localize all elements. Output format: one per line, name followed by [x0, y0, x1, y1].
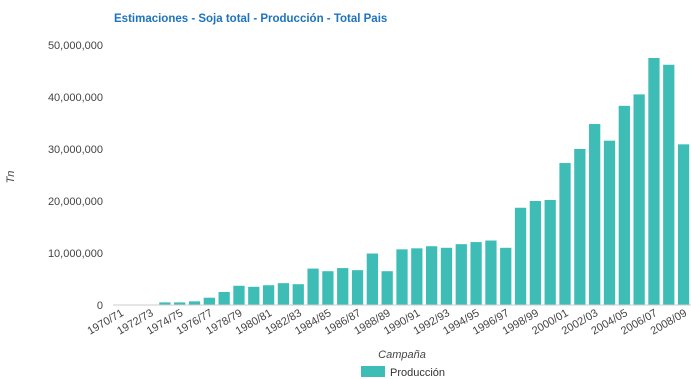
bar[interactable] — [514, 207, 527, 305]
legend-label: Producción — [390, 367, 445, 379]
bar[interactable] — [203, 297, 215, 305]
bar[interactable] — [248, 286, 260, 305]
bar[interactable] — [337, 268, 349, 305]
y-tick-label: 20,000,000 — [48, 196, 103, 208]
bar[interactable] — [633, 94, 645, 306]
bar[interactable] — [544, 199, 556, 305]
y-tick-label: 40,000,000 — [48, 92, 103, 104]
bar[interactable] — [396, 249, 408, 305]
legend[interactable]: Producción — [361, 366, 445, 379]
bar[interactable] — [159, 302, 171, 305]
bar[interactable] — [440, 247, 453, 305]
bar[interactable] — [648, 58, 660, 305]
x-axis-ticks: 1970/711972/731974/751976/771978/791980/… — [85, 307, 689, 337]
bar[interactable] — [574, 149, 586, 305]
bar[interactable] — [559, 163, 571, 305]
bar[interactable] — [366, 253, 378, 305]
y-tick-label: 10,000,000 — [48, 248, 103, 260]
bar[interactable] — [677, 144, 690, 305]
bar[interactable] — [381, 271, 393, 305]
bar[interactable] — [218, 292, 230, 305]
chart-title: Estimaciones - Soja total - Producción -… — [114, 13, 387, 25]
bar[interactable] — [485, 240, 497, 305]
bar[interactable] — [426, 246, 438, 305]
y-tick-label: 0 — [97, 300, 103, 312]
bar[interactable] — [351, 270, 364, 305]
bar[interactable] — [174, 302, 186, 305]
y-tick-label: 30,000,000 — [48, 144, 103, 156]
bar[interactable] — [529, 201, 542, 305]
y-axis-ticks: 0 10,000,000 20,000,000 30,000,000 40,000,00… — [48, 40, 103, 312]
bar[interactable] — [322, 271, 334, 305]
bar[interactable] — [455, 244, 467, 305]
bar[interactable] — [470, 242, 482, 305]
y-tick-label: 50,000,000 — [48, 40, 103, 52]
x-axis-label: Campaña — [378, 349, 426, 361]
legend-swatch — [361, 366, 385, 377]
y-axis-label: Tn — [5, 171, 17, 184]
bar[interactable] — [188, 301, 201, 305]
bar[interactable] — [292, 284, 304, 305]
bar[interactable] — [277, 283, 290, 305]
bar[interactable] — [262, 285, 275, 305]
bar[interactable] — [233, 285, 245, 305]
bar[interactable] — [589, 124, 601, 305]
bar[interactable] — [663, 64, 675, 305]
bar[interactable] — [618, 105, 630, 305]
bar[interactable] — [500, 247, 512, 305]
bar[interactable] — [603, 140, 616, 305]
bar[interactable] — [411, 248, 423, 305]
bar[interactable] — [307, 268, 319, 305]
bar-series — [114, 58, 690, 306]
